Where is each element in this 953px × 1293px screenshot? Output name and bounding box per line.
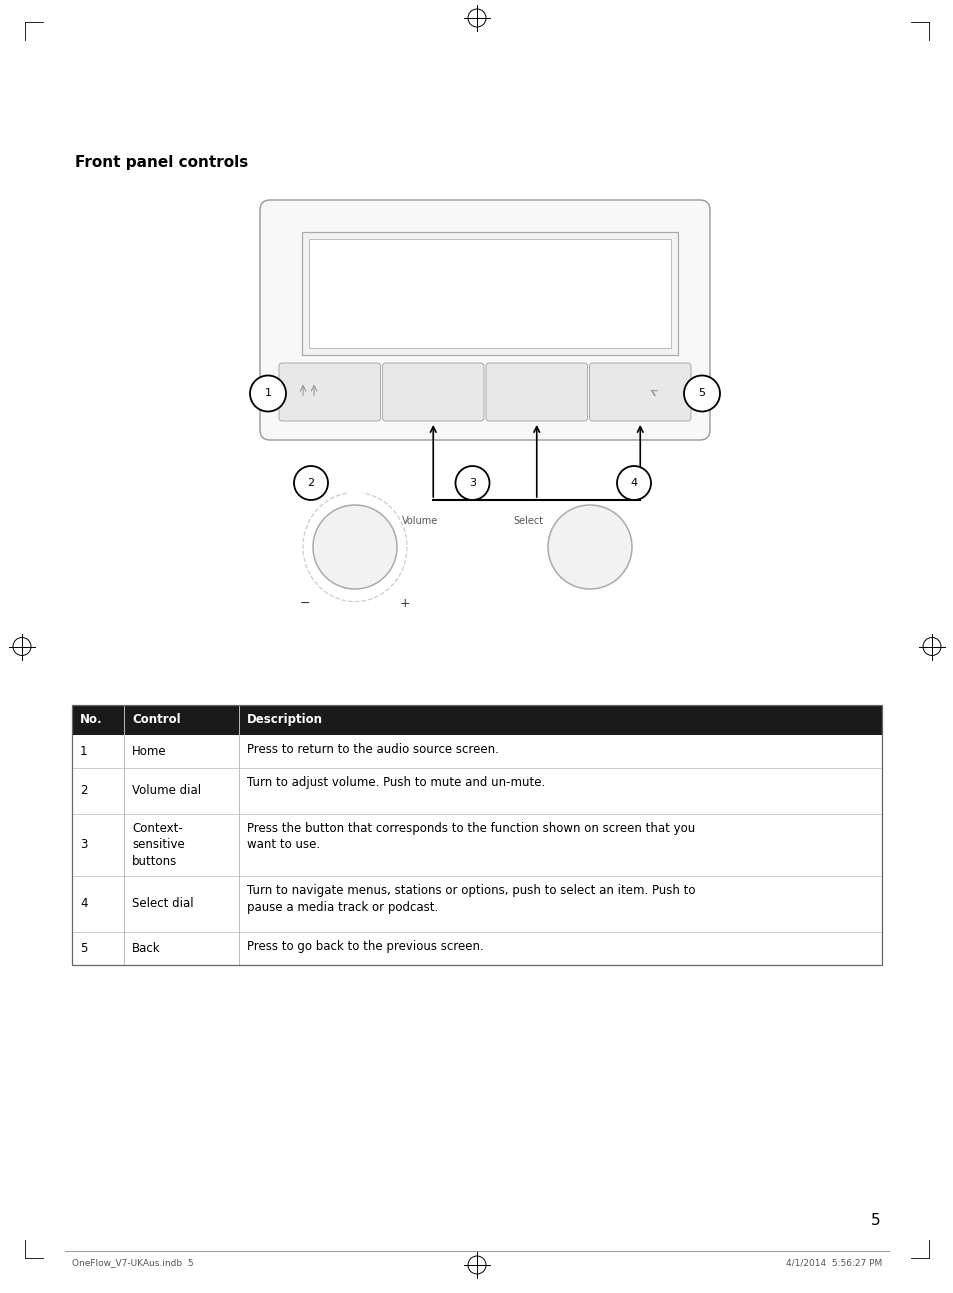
- Circle shape: [617, 465, 650, 500]
- Text: 3: 3: [80, 838, 88, 852]
- Text: Select: Select: [513, 516, 542, 526]
- Bar: [71, 734, 882, 768]
- Circle shape: [313, 506, 396, 590]
- FancyBboxPatch shape: [260, 200, 709, 440]
- Circle shape: [683, 375, 720, 411]
- Text: −: −: [299, 597, 310, 610]
- Text: Press the button that corresponds to the function shown on screen that you
want : Press the button that corresponds to the…: [247, 822, 695, 852]
- Circle shape: [294, 465, 328, 500]
- Circle shape: [455, 465, 489, 500]
- Text: Press to go back to the previous screen.: Press to go back to the previous screen.: [247, 940, 483, 953]
- Text: 2: 2: [307, 478, 314, 487]
- Text: 4/1/2014  5:56:27 PM: 4/1/2014 5:56:27 PM: [785, 1258, 882, 1267]
- Text: Back: Back: [132, 943, 160, 956]
- Bar: [71, 932, 882, 965]
- Text: Control: Control: [132, 714, 180, 727]
- Text: Description: Description: [247, 714, 323, 727]
- Bar: [302, 231, 678, 356]
- Circle shape: [250, 375, 286, 411]
- FancyBboxPatch shape: [382, 363, 483, 422]
- Text: 3: 3: [469, 478, 476, 487]
- Text: 1: 1: [80, 745, 88, 758]
- Text: Home: Home: [132, 745, 167, 758]
- Text: Context-
sensitive
buttons: Context- sensitive buttons: [132, 822, 185, 868]
- Bar: [71, 768, 882, 815]
- Bar: [71, 815, 882, 875]
- Text: 4: 4: [80, 897, 88, 910]
- Bar: [71, 875, 882, 932]
- FancyBboxPatch shape: [278, 363, 380, 422]
- Text: 5: 5: [698, 388, 705, 398]
- Text: Select dial: Select dial: [132, 897, 193, 910]
- Circle shape: [547, 506, 631, 590]
- Text: Press to return to the audio source screen.: Press to return to the audio source scre…: [247, 743, 498, 756]
- Text: +: +: [399, 597, 410, 610]
- Text: OneFlow_V7-UKAus.indb  5: OneFlow_V7-UKAus.indb 5: [71, 1258, 193, 1267]
- Bar: [309, 239, 670, 348]
- FancyBboxPatch shape: [485, 363, 587, 422]
- Text: 1: 1: [264, 388, 272, 398]
- Text: 4: 4: [630, 478, 637, 487]
- Text: 5: 5: [870, 1214, 880, 1228]
- Text: No.: No.: [80, 714, 103, 727]
- Text: Turn to navigate menus, stations or options, push to select an item. Push to
pau: Turn to navigate menus, stations or opti…: [247, 884, 695, 913]
- Text: Turn to adjust volume. Push to mute and un-mute.: Turn to adjust volume. Push to mute and …: [247, 776, 545, 789]
- Text: 2: 2: [80, 785, 88, 798]
- Text: 5: 5: [80, 943, 88, 956]
- Bar: [71, 705, 882, 965]
- Text: Volume: Volume: [401, 516, 437, 526]
- Text: Volume dial: Volume dial: [132, 785, 201, 798]
- FancyBboxPatch shape: [589, 363, 690, 422]
- Text: Front panel controls: Front panel controls: [75, 155, 248, 169]
- Bar: [71, 705, 882, 734]
